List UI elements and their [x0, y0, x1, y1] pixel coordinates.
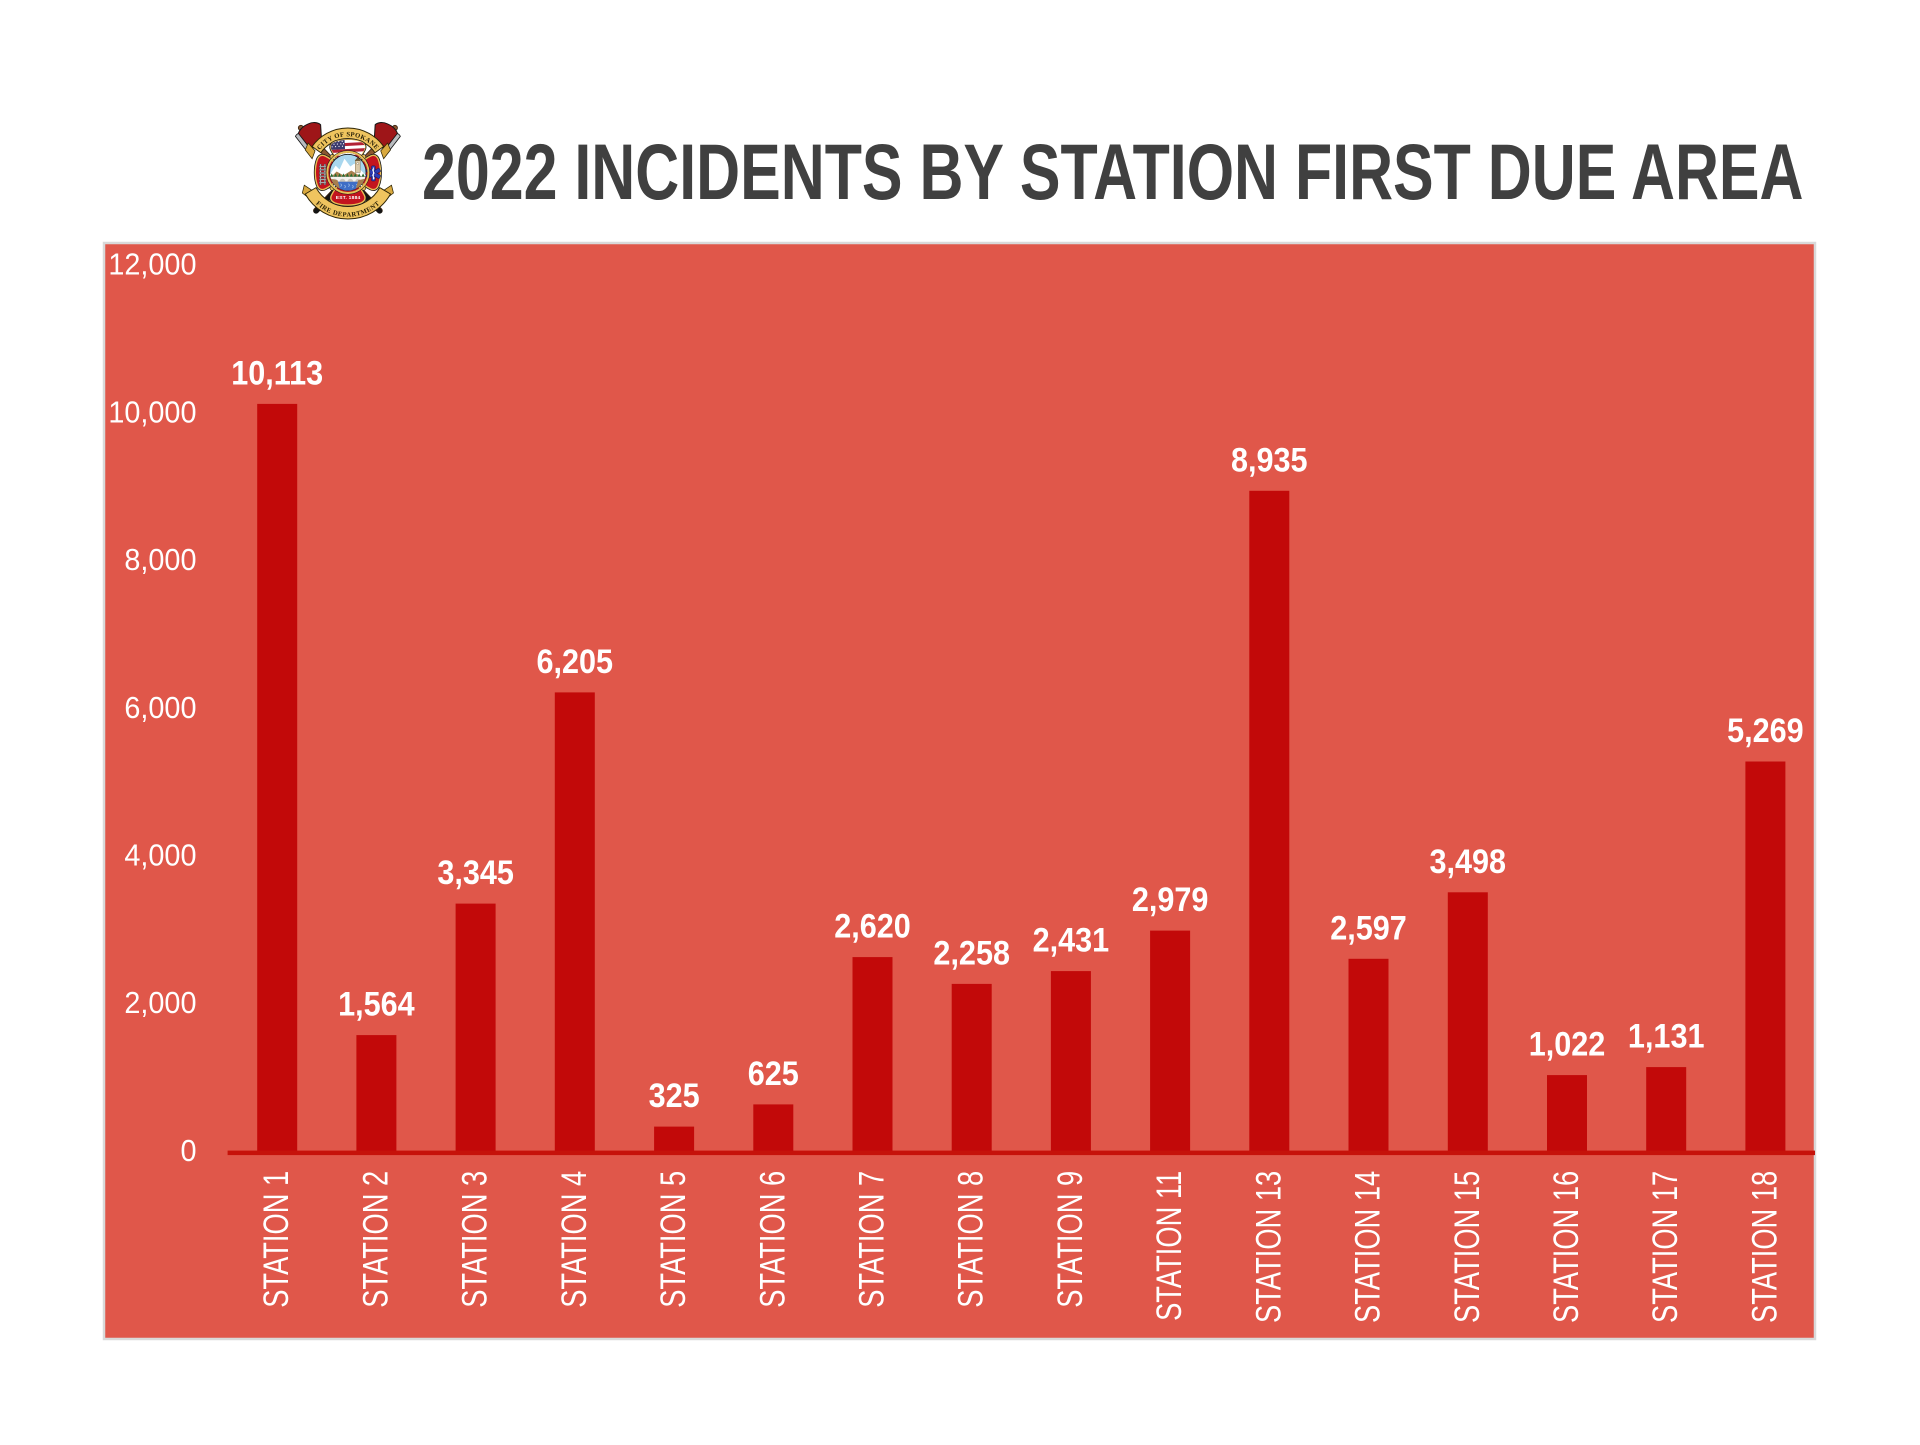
svg-text:STATION 11: STATION 11	[1150, 1171, 1189, 1321]
svg-text:2,597: 2,597	[1330, 909, 1407, 947]
svg-text:2,000: 2,000	[124, 986, 196, 1020]
svg-text:2,431: 2,431	[1033, 921, 1110, 959]
svg-text:2,620: 2,620	[834, 907, 911, 945]
svg-text:EST. 1884: EST. 1884	[336, 195, 361, 201]
svg-text:4,000: 4,000	[124, 838, 196, 872]
svg-text:STATION 17: STATION 17	[1646, 1171, 1685, 1323]
svg-text:STATION 5: STATION 5	[654, 1171, 693, 1308]
svg-text:5,269: 5,269	[1727, 712, 1804, 750]
svg-text:10,000: 10,000	[108, 395, 196, 429]
svg-text:STATION 7: STATION 7	[852, 1171, 891, 1308]
svg-text:STATION 2: STATION 2	[356, 1171, 395, 1308]
svg-text:STATION 6: STATION 6	[753, 1171, 792, 1308]
svg-text:8,000: 8,000	[124, 543, 196, 577]
svg-text:STATION 1: STATION 1	[257, 1171, 296, 1308]
svg-text:STATION 15: STATION 15	[1448, 1171, 1487, 1323]
svg-text:STATION 13: STATION 13	[1249, 1171, 1288, 1323]
svg-text:0: 0	[180, 1134, 196, 1168]
svg-text:325: 325	[649, 1077, 700, 1115]
svg-text:6,000: 6,000	[124, 691, 196, 725]
svg-text:STATION 16: STATION 16	[1547, 1171, 1586, 1323]
svg-text:STATION 4: STATION 4	[555, 1171, 594, 1308]
svg-text:12,000: 12,000	[108, 248, 196, 282]
svg-text:2022 INCIDENTS BY STATION FIRS: 2022 INCIDENTS BY STATION FIRST DUE AREA	[422, 127, 1804, 215]
svg-text:6,205: 6,205	[537, 642, 614, 680]
svg-text:2,979: 2,979	[1132, 881, 1209, 919]
svg-text:STATION 8: STATION 8	[951, 1171, 990, 1308]
svg-text:1,022: 1,022	[1529, 1025, 1606, 1063]
svg-text:3,498: 3,498	[1430, 842, 1507, 880]
svg-text:STATION 14: STATION 14	[1348, 1171, 1387, 1323]
svg-text:10,113: 10,113	[231, 354, 323, 392]
svg-text:1,131: 1,131	[1628, 1017, 1705, 1055]
svg-text:625: 625	[748, 1054, 799, 1092]
svg-text:8,935: 8,935	[1231, 441, 1308, 479]
svg-text:1,564: 1,564	[338, 985, 415, 1023]
svg-text:3,345: 3,345	[437, 854, 514, 892]
svg-text:STATION 9: STATION 9	[1051, 1171, 1090, 1308]
svg-text:2,258: 2,258	[933, 934, 1010, 972]
svg-text:STATION 3: STATION 3	[455, 1171, 494, 1308]
svg-text:STATION 18: STATION 18	[1745, 1171, 1784, 1323]
